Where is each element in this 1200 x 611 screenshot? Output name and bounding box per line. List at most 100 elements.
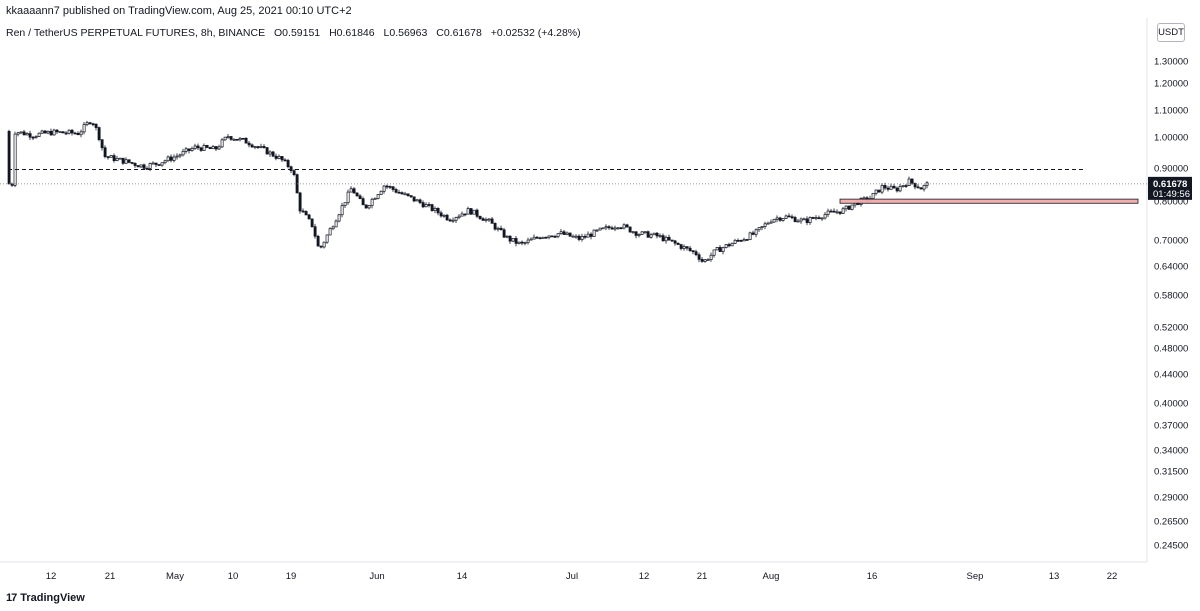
- price-tick-label: 0.29000: [1154, 493, 1188, 504]
- price-axis-ticks: 1.30000 1.20000 1.10000 1.00000 0.90000 0.800…: [1154, 57, 1188, 552]
- candle-down: [400, 192, 404, 195]
- last-price-badge: 0.61678 01:49:56: [1148, 176, 1192, 200]
- candle-up: [193, 145, 197, 149]
- candle-up: [340, 205, 344, 216]
- candle-up: [571, 235, 575, 238]
- candle-down: [127, 159, 131, 163]
- candle-down: [208, 147, 212, 150]
- candle-down: [304, 211, 308, 216]
- candle-up: [217, 146, 221, 150]
- candle-up: [547, 235, 551, 238]
- candle-down: [490, 218, 494, 224]
- candle-down: [43, 130, 47, 134]
- candle-up: [526, 239, 530, 243]
- time-tick-label: 12: [639, 571, 650, 582]
- candle-up: [238, 137, 242, 141]
- candle-down: [919, 187, 923, 190]
- candle-down: [625, 224, 629, 228]
- candle-down: [265, 147, 269, 155]
- candle-down: [895, 187, 899, 192]
- candle-up: [907, 178, 911, 186]
- candle-down: [247, 142, 251, 146]
- candle-down: [298, 192, 302, 212]
- candle-down: [670, 239, 674, 242]
- candle-up: [559, 231, 563, 234]
- candle-down: [679, 244, 683, 249]
- candle-up: [604, 226, 608, 229]
- candle-down: [628, 226, 632, 233]
- candle-down: [847, 205, 851, 210]
- candle-up: [742, 239, 746, 242]
- candle-up: [826, 210, 830, 215]
- candle-down: [73, 132, 77, 135]
- candle-down: [745, 239, 749, 241]
- ohlc-open: O0.59151: [274, 27, 321, 39]
- candle-down: [577, 235, 581, 240]
- candle-down: [274, 155, 278, 159]
- tradingview-brand-text: TradingView: [20, 592, 85, 604]
- ohlc-change: +0.02532 (+4.28%): [490, 27, 581, 39]
- price-tick-label: 0.34000: [1154, 446, 1188, 457]
- currency-badge[interactable]: USDT: [1157, 23, 1185, 42]
- candle-up: [151, 162, 155, 165]
- candle-down: [508, 235, 512, 242]
- candle-down: [553, 236, 557, 238]
- candle-down: [103, 147, 107, 157]
- candle-down: [481, 218, 485, 221]
- candle-down: [793, 217, 797, 223]
- candle-down: [883, 185, 887, 189]
- candle-down: [76, 133, 80, 136]
- candle-down: [673, 240, 677, 244]
- candle-down: [655, 232, 659, 237]
- candle-down: [397, 191, 401, 194]
- candle-down: [157, 164, 161, 166]
- candle-up: [796, 220, 800, 223]
- candle-up: [415, 199, 419, 202]
- price-tick-label: 0.48000: [1154, 344, 1188, 355]
- candle-down: [676, 242, 680, 245]
- candle-up: [52, 129, 56, 136]
- last-price-label: 0.61678: [1153, 179, 1187, 190]
- support-zone-rectangle[interactable]: [839, 198, 1139, 204]
- candle-up: [334, 220, 338, 228]
- candle-up: [595, 229, 599, 232]
- candle-down: [205, 145, 209, 148]
- candle-up: [616, 227, 620, 230]
- candle-down: [904, 185, 908, 187]
- candle-down: [361, 198, 365, 206]
- candle-up: [40, 130, 44, 134]
- candle-up: [46, 130, 50, 134]
- candle-down: [634, 231, 638, 236]
- tradingview-logo[interactable]: 17 TradingView: [6, 592, 85, 604]
- candle-down: [256, 146, 260, 148]
- candle-down: [22, 131, 26, 136]
- candle-up: [505, 235, 509, 238]
- candle-up: [799, 218, 803, 222]
- candle-up: [715, 247, 719, 251]
- candle-down: [610, 227, 614, 230]
- candle-down: [736, 239, 740, 242]
- candle-down: [520, 241, 524, 244]
- candle-up: [631, 231, 635, 234]
- candle-up: [706, 259, 710, 262]
- candle-up: [898, 186, 902, 192]
- price-chart[interactable]: 1.30000 1.20000 1.10000 1.00000 0.90000 0.800…: [0, 0, 1200, 586]
- candle-down: [739, 239, 743, 242]
- candle-down: [910, 178, 914, 184]
- candle-down: [493, 222, 497, 230]
- candle-down: [877, 189, 881, 193]
- candle-down: [169, 156, 173, 161]
- candle-down: [436, 208, 440, 214]
- candle-down: [121, 157, 125, 164]
- candle-down: [112, 155, 116, 161]
- candle-down: [838, 211, 842, 214]
- candle-down: [61, 131, 65, 134]
- ohlc-low: L0.56963: [383, 27, 428, 39]
- candle-up: [529, 238, 533, 241]
- candle-down: [778, 217, 782, 221]
- candle-up: [163, 160, 167, 164]
- candle-down: [697, 254, 701, 260]
- candle-up: [190, 148, 194, 151]
- candle-up: [322, 241, 326, 248]
- candle-down: [394, 189, 398, 193]
